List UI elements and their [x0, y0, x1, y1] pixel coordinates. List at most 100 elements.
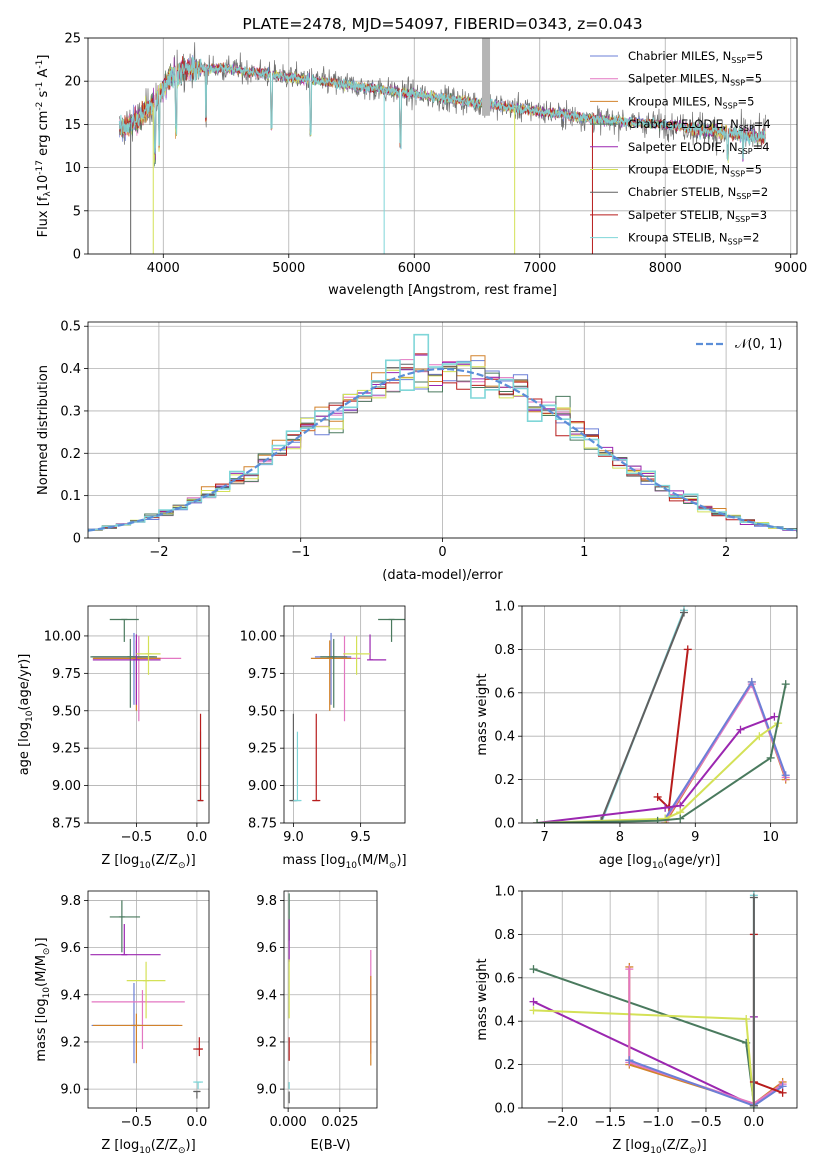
errorbar-point [109, 618, 139, 642]
legend-label: Kroupa ELODIE, NSSP=5 [628, 163, 762, 179]
legend-label: Chabrier ELODIE, NSSP=4 [628, 117, 771, 133]
x-axis-label: Z [log10(Z/Z⊙)] [101, 1138, 195, 1156]
weight-marker [747, 677, 756, 686]
weight-marker [625, 965, 634, 974]
x-axis-label: Z [log10(Z/Z⊙)] [612, 1138, 706, 1156]
x-tick-label: −1.5 [594, 1115, 626, 1130]
errorbar-point [90, 638, 157, 708]
x-tick-label: 5000 [272, 261, 305, 276]
y-axis-label: mass [log10(M/M⊙)] [34, 937, 52, 1061]
x-tick-label: −2 [149, 545, 168, 560]
errorbar-point [126, 961, 166, 1019]
x-tick-label: 6000 [398, 261, 431, 276]
x-axis-label: age [log10(age/yr)] [599, 853, 721, 871]
weight-line [536, 715, 775, 823]
y-tick-label: 0.6 [494, 971, 515, 986]
axes-age-vs-mass: 9.0 9.5 8.75 9.00 9.25 9.50 9.75 10.00 mass [log… [240, 605, 407, 871]
legend-label: Kroupa MILES, NSSP=5 [628, 94, 754, 110]
errorbar-point [343, 635, 371, 675]
weight-line [537, 683, 787, 823]
errorbar-point [193, 1037, 203, 1057]
weight-marker [529, 1006, 538, 1015]
y-tick-label: 9.00 [248, 779, 277, 794]
y-tick-label: 0.4 [494, 730, 515, 745]
y-tick-label: 9.4 [256, 988, 277, 1003]
weight-marker [749, 1101, 758, 1108]
weight-line [533, 968, 755, 1104]
x-tick-label: 0.0 [744, 1115, 765, 1130]
y-tick-label: 0 [73, 532, 81, 547]
weight-marker [661, 814, 670, 823]
x-tick-label: 4000 [147, 261, 180, 276]
weight-marker [625, 1056, 634, 1065]
errorbar-point [193, 1090, 201, 1099]
y-tick-label: 8.75 [52, 817, 81, 832]
x-tick-label: 0 [438, 545, 446, 560]
grid [284, 891, 377, 1108]
x-tick-label: −2.0 [546, 1115, 578, 1130]
axes-frame [283, 890, 378, 1109]
plot-area [529, 891, 787, 1108]
y-tick-label: 0.4 [60, 362, 81, 377]
y-tick-label: 0.0 [494, 1102, 515, 1117]
weight-marker [533, 819, 542, 823]
x-axis-label: wavelength [Angstrom, rest frame] [328, 283, 557, 298]
axes-frame [87, 890, 210, 1109]
histogram-step [88, 333, 797, 533]
axes-frame [521, 890, 798, 1109]
x-tick-label: 7 [540, 830, 548, 845]
y-tick-label: 5 [73, 204, 81, 219]
x-axis-label: (data-model)/error [382, 568, 503, 583]
weight-marker [781, 771, 790, 780]
plot-area [118, 38, 766, 254]
weight-marker [778, 1088, 787, 1097]
weight-marker [679, 608, 688, 617]
y-tick-label: 9.25 [52, 742, 81, 757]
y-tick-label: 0.2 [494, 773, 515, 788]
errorbar-point [312, 713, 321, 802]
x-tick-label: 9 [691, 830, 699, 845]
weight-line [664, 679, 787, 820]
y-tick-label: 0.5 [60, 320, 81, 335]
y-tick-label: 0.8 [494, 643, 515, 658]
plot-area [533, 606, 790, 823]
y-tick-label: 9.8 [60, 894, 81, 909]
legend-label: Salpeter ELODIE, NSSP=4 [628, 140, 770, 156]
x-tick-label: −0.5 [121, 830, 153, 845]
legend-label: Chabrier MILES, NSSP=5 [628, 49, 763, 65]
weight-marker [781, 680, 790, 689]
y-tick-label: 9.50 [52, 704, 81, 719]
weight-line [752, 934, 783, 1094]
errorbar-point [94, 635, 182, 722]
axes-frame [87, 37, 798, 255]
weight-marker [770, 712, 779, 721]
weight-marker [653, 792, 662, 801]
y-tick-label: 1.0 [494, 600, 515, 615]
errorbar-point [92, 634, 161, 705]
errorbar-point [92, 1013, 183, 1064]
errorbar-point [314, 632, 352, 705]
y-tick-label: 0.2 [494, 1058, 515, 1073]
y-tick-label: 0.6 [494, 686, 515, 701]
plot-area [88, 333, 797, 533]
y-tick-label: 10.00 [44, 629, 81, 644]
y-tick-label: 0 [73, 248, 81, 263]
y-tick-label: 25 [64, 32, 81, 47]
plot-area [90, 618, 204, 802]
errorbar-point [310, 640, 352, 711]
x-tick-label: −1 [291, 545, 310, 560]
errorbar-point [91, 990, 185, 1050]
weight-line [656, 649, 689, 810]
grid [88, 322, 797, 539]
y-tick-label: 0.2 [60, 447, 81, 462]
axes-weight-vs-z: −2.0 −1.5 −1.0 −0.5 0.0 0.0 0.2 0.4 0.6 0.8 1.0 Z [… [475, 885, 798, 1156]
weight-marker [676, 814, 685, 823]
y-tick-label: 9.75 [52, 667, 81, 682]
y-tick-label: 0.8 [494, 928, 515, 943]
y-tick-label: 15 [64, 118, 81, 133]
x-tick-label: 0.025 [321, 1115, 358, 1130]
weight-marker [683, 645, 692, 654]
plot-area [90, 900, 203, 1099]
y-tick-label: 0.3 [60, 404, 81, 419]
spectrum-spike [482, 38, 491, 116]
